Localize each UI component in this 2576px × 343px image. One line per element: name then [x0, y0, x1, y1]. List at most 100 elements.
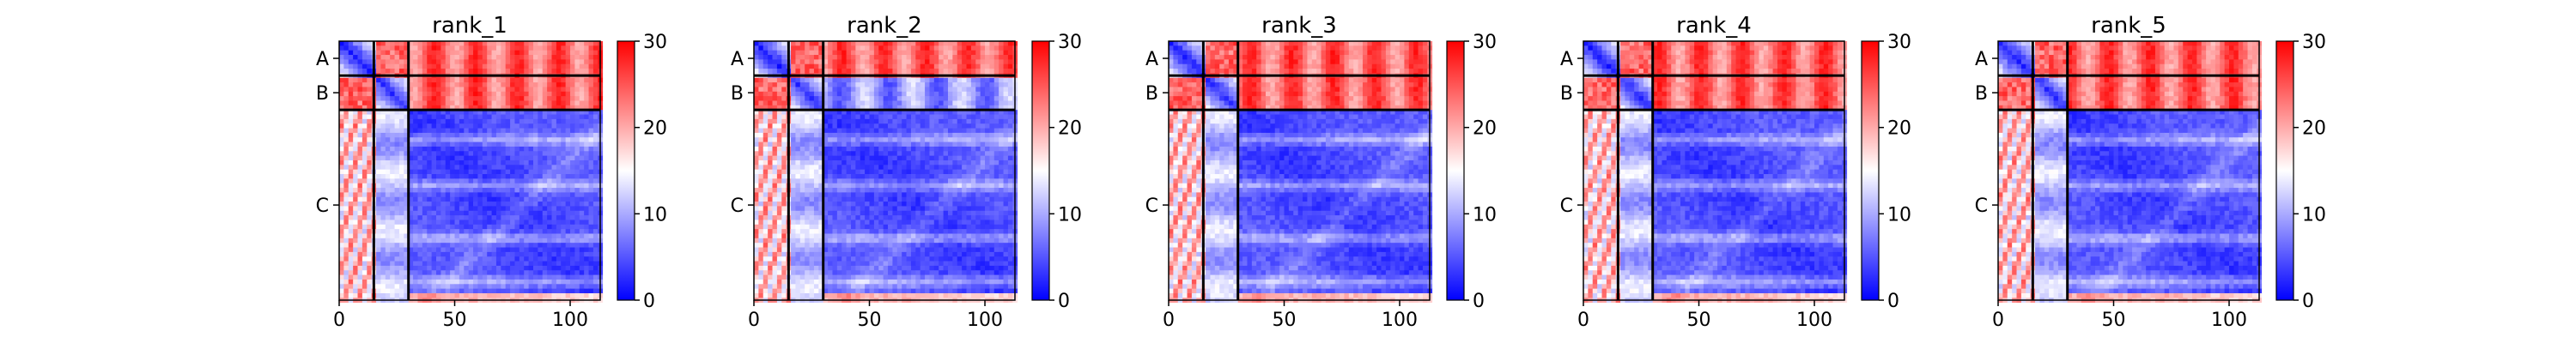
- heatmap-cell: [828, 123, 833, 129]
- heatmap-cell: [888, 165, 893, 171]
- heatmap-cell: [477, 265, 483, 271]
- heatmap-cell: [417, 59, 423, 65]
- heatmap-cell: [427, 251, 433, 257]
- heatmap-cell: [398, 77, 404, 83]
- heatmap-cell: [993, 69, 999, 74]
- heatmap-cell: [813, 128, 819, 134]
- heatmap-cell: [353, 247, 358, 253]
- heatmap-cell: [939, 137, 945, 142]
- heatmap-cell: [367, 196, 373, 202]
- heatmap-cell: [795, 159, 801, 165]
- heatmap-cell: [454, 202, 460, 207]
- heatmap-cell: [933, 100, 939, 106]
- heatmap-cell: [459, 82, 465, 87]
- heatmap-cell: [999, 96, 1004, 101]
- heatmap-cell: [915, 82, 921, 87]
- heatmap-cell: [547, 210, 552, 216]
- heatmap-cell: [361, 82, 368, 87]
- heatmap-cell: [565, 224, 571, 230]
- heatmap-cell: [422, 63, 428, 69]
- heatmap-cell: [985, 55, 990, 60]
- heatmap-cell: [818, 165, 824, 171]
- heatmap-cell: [422, 210, 428, 216]
- heatmap-cell: [832, 87, 838, 93]
- heatmap-cell: [482, 87, 488, 93]
- heatmap-cell: [450, 215, 455, 220]
- heatmap-cell: [353, 141, 358, 147]
- heatmap-cell: [970, 165, 976, 171]
- heatmap-cell: [878, 41, 884, 46]
- heatmap-cell: [532, 146, 538, 152]
- heatmap-cell: [556, 233, 562, 239]
- heatmap-cell: [343, 196, 349, 202]
- heatmap-cell: [404, 110, 410, 115]
- heatmap-cell: [966, 128, 972, 134]
- heatmap-cell: [385, 114, 391, 120]
- heatmap-cell: [380, 100, 386, 106]
- heatmap-cell: [505, 265, 511, 271]
- heatmap-cell: [482, 155, 488, 161]
- heatmap-cell: [588, 118, 594, 124]
- heatmap-cell: [1007, 146, 1013, 152]
- heatmap-cell: [772, 55, 778, 60]
- heatmap-cell: [939, 123, 945, 129]
- heatmap-cell: [440, 261, 447, 267]
- heatmap-cell: [915, 159, 921, 165]
- heatmap-cell: [528, 233, 534, 239]
- heatmap-cell: [551, 128, 557, 134]
- heatmap-cell: [505, 183, 511, 189]
- heatmap-cell: [975, 128, 981, 134]
- heatmap-cell: [464, 238, 470, 244]
- heatmap-cell: [385, 178, 391, 184]
- heatmap-cell: [561, 155, 567, 161]
- heatmap-cell: [431, 192, 437, 198]
- heatmap-cell: [985, 91, 990, 97]
- heatmap-cell: [495, 215, 501, 220]
- heatmap-cell: [473, 265, 478, 271]
- heatmap-cell: [398, 110, 404, 115]
- heatmap-cell: [556, 82, 562, 87]
- heatmap-cell: [477, 123, 483, 129]
- heatmap-cell: [561, 91, 567, 97]
- heatmap-cell: [413, 155, 418, 161]
- heatmap-cell: [514, 110, 520, 115]
- heatmap-cell: [394, 247, 400, 253]
- heatmap-cell: [367, 91, 373, 97]
- heatmap-cell: [846, 59, 852, 65]
- heatmap-cell: [906, 96, 912, 101]
- heatmap-cell: [772, 110, 778, 115]
- heatmap-cell: [477, 224, 483, 230]
- heatmap-cell: [519, 63, 525, 69]
- heatmap-cell: [902, 155, 907, 161]
- heatmap-cell: [398, 279, 404, 285]
- heatmap-cell: [795, 105, 801, 111]
- heatmap-cell: [390, 220, 395, 226]
- heatmap-cell: [376, 141, 381, 147]
- heatmap-cell: [367, 41, 373, 46]
- heatmap-cell: [422, 141, 428, 147]
- heatmap-cell: [339, 229, 344, 234]
- heatmap-cell: [514, 270, 520, 276]
- heatmap-cell: [385, 146, 391, 152]
- heatmap-cell: [361, 224, 368, 230]
- heatmap-cell: [505, 251, 511, 257]
- heatmap-cell: [538, 141, 544, 147]
- heatmap-cell: [570, 159, 575, 165]
- heatmap-cell: [477, 196, 483, 202]
- heatmap-cell: [353, 202, 358, 207]
- heatmap-cell: [348, 279, 354, 285]
- heatmap-cell: [579, 118, 585, 124]
- heatmap-cell: [343, 146, 349, 152]
- heatmap-cell: [888, 63, 893, 69]
- heatmap-cell: [495, 247, 501, 253]
- heatmap-cell: [799, 96, 805, 101]
- heatmap-cell: [832, 137, 838, 142]
- heatmap-cell: [551, 274, 557, 280]
- heatmap-cell: [556, 265, 562, 271]
- heatmap-cell: [510, 45, 515, 51]
- heatmap-cell: [823, 159, 829, 165]
- heatmap-cell: [855, 174, 861, 179]
- heatmap-cell: [417, 220, 423, 226]
- heatmap-cell: [440, 279, 447, 285]
- heatmap-cell: [758, 169, 764, 175]
